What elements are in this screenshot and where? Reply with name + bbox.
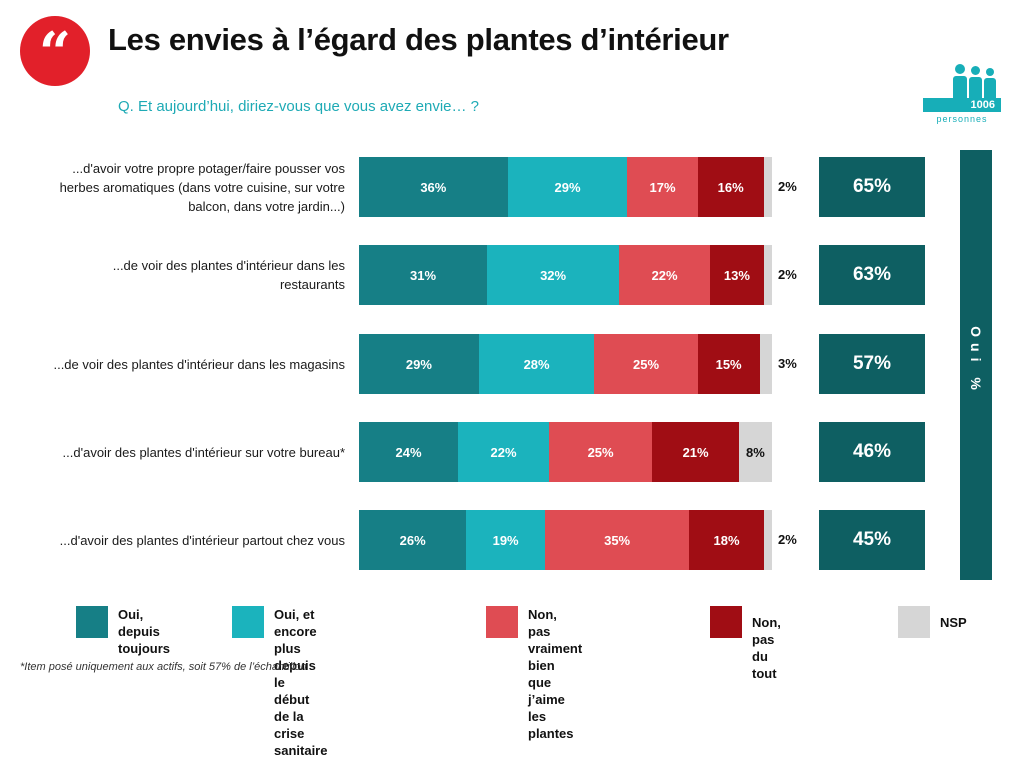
legend-label: Non, pas vraiment bien que j’aime les pla… [528, 607, 583, 741]
sample-count: 1006 [923, 98, 1001, 112]
sample-label: personnes [936, 114, 988, 124]
row-label: ...de voir des plantes d'intérieur dans … [53, 356, 345, 372]
bar-segment: 26% [359, 510, 467, 570]
bar-segment: 13% [710, 245, 764, 305]
bar-segment: 24% [359, 422, 459, 482]
legend-swatch [710, 606, 742, 638]
stacked-bar: 36% 29% 17% 16% [359, 157, 772, 217]
bar-segment: 36% [359, 157, 508, 217]
bar-segment: 35% [544, 510, 690, 570]
legend-swatch [486, 606, 518, 638]
legend-swatch [232, 606, 264, 638]
nsp-data-label: 2% [778, 532, 797, 547]
bar-segment: 22% [619, 245, 711, 305]
person-head-icon [971, 66, 980, 75]
quote-mark: “ [38, 20, 72, 86]
nsp-data-label: 2% [778, 267, 797, 282]
total-oui-value: 65% [819, 157, 925, 217]
bar-segment: 25% [594, 334, 698, 394]
bar-segment [763, 245, 772, 305]
nsp-data-label: 3% [778, 356, 797, 371]
bar-segment: 29% [359, 334, 479, 394]
footnote: *Item posé uniquement aux actifs, soit 5… [20, 661, 307, 673]
nsp-data-label: 2% [778, 179, 797, 194]
bar-segment [763, 510, 772, 570]
legend-swatch [898, 606, 930, 638]
bar-segment: 31% [359, 245, 488, 305]
person-head-icon [955, 64, 965, 74]
total-oui-value: 63% [819, 245, 925, 305]
legend-label: Non, pas du tout [752, 615, 781, 681]
total-oui-value: 46% [819, 422, 925, 482]
row-label: ...de voir des plantes d'intérieur dans … [112, 258, 345, 292]
bar-segment: 29% [507, 157, 628, 217]
bar-segment: 17% [627, 157, 698, 217]
person-head-icon [986, 68, 994, 76]
oui-total-column-header: Oui % [960, 150, 992, 580]
bar-segment [759, 334, 772, 394]
person-body-icon [984, 78, 996, 98]
bar-segment [763, 157, 772, 217]
legend-swatch [76, 606, 108, 638]
bar-segment: 25% [548, 422, 653, 482]
row-label: ...d'avoir des plantes d'intérieur sur v… [62, 444, 345, 460]
stacked-bar: 31% 32% 22% 13% [359, 245, 772, 305]
bar-segment: 28% [478, 334, 595, 394]
row-label: ...d'avoir des plantes d'intérieur parto… [59, 532, 345, 548]
total-oui-value: 57% [819, 334, 925, 394]
quote-logo: “ [20, 16, 90, 86]
sample-size-badge: 1006 personnes [923, 64, 1001, 128]
total-oui-value: 45% [819, 510, 925, 570]
oui-total-label: Oui % [968, 326, 984, 396]
person-body-icon [953, 76, 967, 98]
bar-segment: 8% [738, 422, 772, 482]
bar-segment: 18% [689, 510, 764, 570]
bar-segment: 16% [697, 157, 764, 217]
legend-label: NSP [940, 615, 967, 630]
stacked-bar: 26% 19% 35% 18% [359, 510, 772, 570]
bar-segment: 32% [487, 245, 620, 305]
person-body-icon [969, 77, 982, 98]
bar-segment: 19% [466, 510, 545, 570]
page-title: Les envies à l’égard des plantes d’intér… [108, 22, 729, 57]
legend-label: Oui, depuis toujours [118, 607, 170, 656]
stacked-bar: 29% 28% 25% 15% [359, 334, 772, 394]
bar-segment: 15% [697, 334, 760, 394]
row-label: ...d'avoir votre propre potager/faire po… [59, 160, 345, 214]
legend-label: Oui, et encore plus depuis le début de la… [274, 607, 328, 758]
bar-segment: 21% [652, 422, 739, 482]
question-text: Q. Et aujourd’hui, diriez-vous que vous … [118, 98, 480, 115]
stacked-bar: 24% 22% 25% 21% 8% [359, 422, 772, 482]
bar-segment: 22% [458, 422, 549, 482]
